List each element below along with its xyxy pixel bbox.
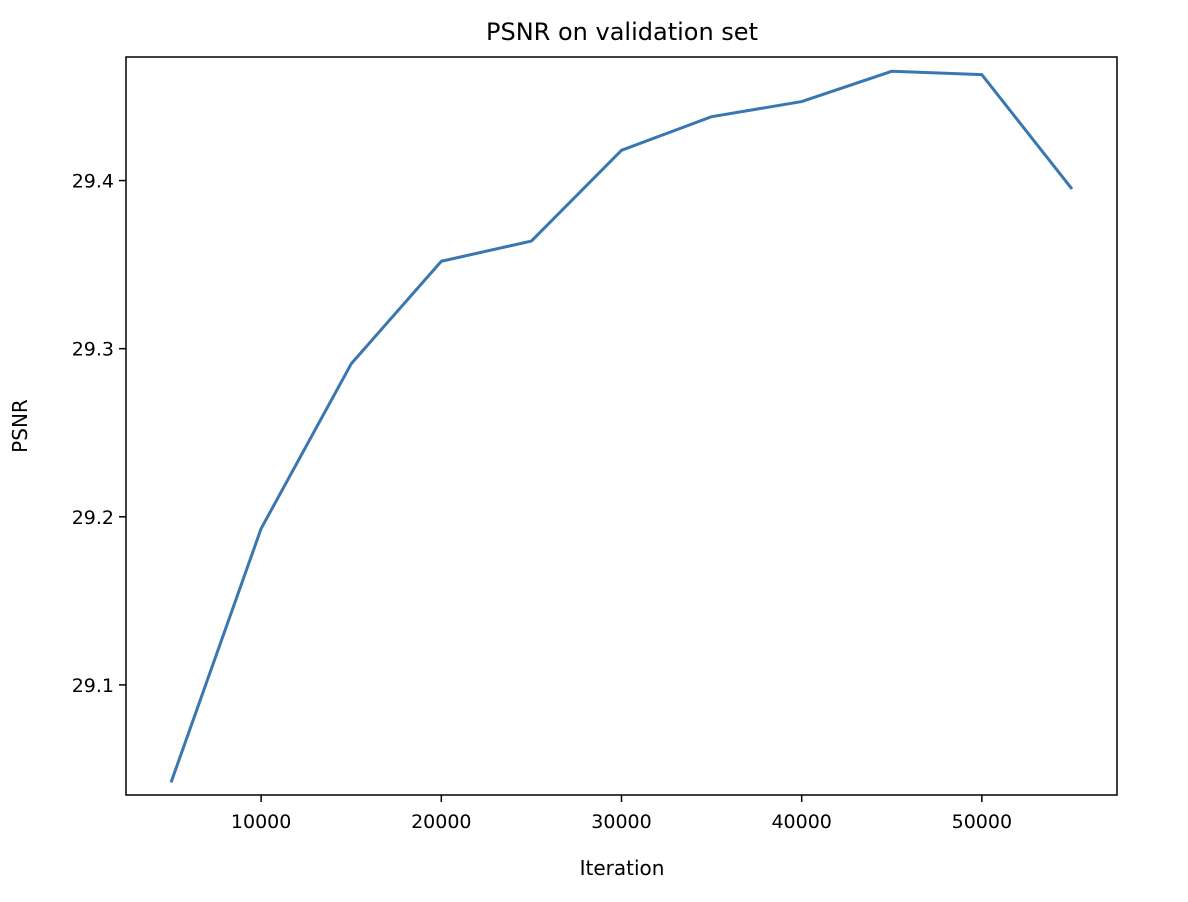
x-tick-label: 30000: [591, 811, 651, 833]
y-axis: 29.1 29.2 29.3 29.4: [72, 171, 126, 697]
plot-area: [125, 56, 1118, 796]
y-tick-label: 29.3: [72, 339, 114, 361]
y-tick-label: 29.2: [72, 507, 114, 529]
plot-frame: [125, 56, 1118, 796]
series-line: [169, 69, 1074, 783]
y-tick-label: 29.1: [72, 675, 114, 697]
y-tick-label: 29.4: [72, 171, 114, 193]
x-tick-label: 20000: [411, 811, 471, 833]
chart-title: PSNR on validation set: [486, 18, 758, 46]
x-tick-label: 10000: [231, 811, 291, 833]
x-axis-label: Iteration: [580, 856, 665, 880]
x-tick-label: 40000: [771, 811, 831, 833]
series-layer: [169, 69, 1074, 783]
y-axis-label: PSNR: [8, 399, 32, 453]
x-tick-label: 50000: [952, 811, 1012, 833]
x-axis: 10000 20000 30000 40000 50000: [231, 795, 1012, 833]
